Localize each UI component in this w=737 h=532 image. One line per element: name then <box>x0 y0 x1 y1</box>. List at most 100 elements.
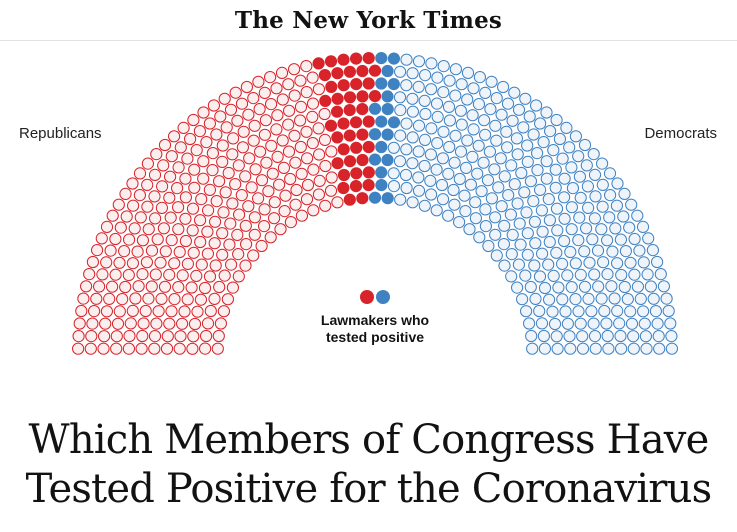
seat-democrat[interactable] <box>393 91 407 104</box>
seat-republican[interactable] <box>201 247 214 260</box>
seat-republican[interactable] <box>181 257 194 270</box>
seat-republican[interactable] <box>243 152 256 165</box>
seat-democrat[interactable] <box>515 166 528 180</box>
seat-democrat[interactable] <box>453 216 466 229</box>
seat-democrat-positive[interactable] <box>368 153 382 166</box>
seat-republican[interactable] <box>186 224 199 237</box>
seat-democrat[interactable] <box>628 268 641 281</box>
seat-democrat[interactable] <box>621 293 634 306</box>
seat-republican-positive[interactable] <box>331 157 344 170</box>
seat-democrat[interactable] <box>664 317 677 330</box>
seat-democrat[interactable] <box>565 281 578 294</box>
seat-democrat[interactable] <box>647 292 660 305</box>
seat-republican[interactable] <box>195 258 208 271</box>
seat-democrat[interactable] <box>418 159 431 173</box>
seat-democrat[interactable] <box>472 98 485 111</box>
seat-republican[interactable] <box>157 159 170 172</box>
seat-democrat[interactable] <box>586 233 599 246</box>
seat-republican[interactable] <box>90 292 103 305</box>
seat-democrat[interactable] <box>618 280 631 294</box>
seat-republican-positive[interactable] <box>350 52 363 65</box>
seat-democrat[interactable] <box>498 259 511 272</box>
seat-democrat[interactable] <box>508 86 521 99</box>
seat-republican[interactable] <box>306 71 319 84</box>
seat-democrat[interactable] <box>548 317 562 331</box>
seat-democrat[interactable] <box>614 329 627 343</box>
seat-republican[interactable] <box>216 248 229 261</box>
seat-republican[interactable] <box>194 235 207 249</box>
seat-democrat[interactable] <box>497 80 510 94</box>
seat-democrat[interactable] <box>512 258 526 271</box>
seat-republican[interactable] <box>219 186 232 199</box>
seat-republican[interactable] <box>307 163 320 176</box>
seat-republican[interactable] <box>109 232 122 246</box>
seat-democrat[interactable] <box>606 245 619 258</box>
seat-democrat[interactable] <box>642 232 655 245</box>
seat-democrat[interactable] <box>564 245 577 259</box>
seat-republican[interactable] <box>194 293 207 306</box>
seat-republican-positive[interactable] <box>337 168 351 182</box>
seat-republican[interactable] <box>306 97 320 110</box>
seat-republican[interactable] <box>294 140 307 154</box>
seat-democrat[interactable] <box>520 305 533 318</box>
seat-republican[interactable] <box>185 281 198 294</box>
seat-republican[interactable] <box>168 293 181 306</box>
seat-republican-positive[interactable] <box>350 78 363 91</box>
seat-republican[interactable] <box>301 178 315 192</box>
seat-democrat[interactable] <box>574 268 587 281</box>
seat-democrat[interactable] <box>634 292 647 305</box>
seat-democrat[interactable] <box>436 193 450 206</box>
seat-republican[interactable] <box>172 223 185 236</box>
seat-republican[interactable] <box>187 246 200 259</box>
seat-republican[interactable] <box>213 175 226 188</box>
seat-democrat-positive[interactable] <box>381 64 394 78</box>
seat-democrat[interactable] <box>483 145 496 158</box>
seat-republican[interactable] <box>249 163 262 176</box>
seat-republican-positive[interactable] <box>349 180 363 193</box>
seat-democrat[interactable] <box>475 185 488 198</box>
seat-democrat[interactable] <box>596 157 609 170</box>
seat-democrat[interactable] <box>595 292 608 305</box>
seat-republican[interactable] <box>114 221 127 234</box>
seat-democrat[interactable] <box>547 144 560 157</box>
seat-republican[interactable] <box>127 199 140 212</box>
seat-democrat[interactable] <box>505 248 518 261</box>
seat-democrat-positive[interactable] <box>375 77 388 90</box>
seat-democrat[interactable] <box>611 257 624 270</box>
seat-democrat[interactable] <box>449 129 462 142</box>
seat-democrat[interactable] <box>572 150 585 163</box>
seat-democrat[interactable] <box>540 172 553 185</box>
seat-republican[interactable] <box>100 220 114 233</box>
seat-democrat[interactable] <box>651 255 664 269</box>
seat-republican-positive[interactable] <box>343 65 356 78</box>
seat-republican[interactable] <box>97 342 110 355</box>
seat-democrat[interactable] <box>531 164 544 177</box>
seat-democrat[interactable] <box>461 66 475 79</box>
seat-democrat[interactable] <box>654 268 667 281</box>
seat-democrat-positive[interactable] <box>375 140 388 154</box>
seat-republican[interactable] <box>197 172 210 185</box>
seat-democrat[interactable] <box>578 138 592 152</box>
seat-republican[interactable] <box>221 293 234 306</box>
seat-democrat[interactable] <box>569 130 583 143</box>
seat-democrat[interactable] <box>588 168 602 181</box>
seat-democrat[interactable] <box>552 281 565 294</box>
seat-democrat[interactable] <box>406 196 419 209</box>
seat-republican[interactable] <box>289 156 302 169</box>
seat-republican[interactable] <box>179 191 192 204</box>
seat-republican[interactable] <box>295 209 308 222</box>
seat-democrat[interactable] <box>546 305 559 318</box>
seat-democrat[interactable] <box>639 330 653 343</box>
seat-republican[interactable] <box>197 155 210 168</box>
seat-republican[interactable] <box>150 148 163 161</box>
seat-republican[interactable] <box>227 132 240 145</box>
seat-democrat[interactable] <box>549 181 562 194</box>
seat-democrat[interactable] <box>418 199 431 212</box>
seat-democrat[interactable] <box>461 134 474 147</box>
seat-republican[interactable] <box>165 234 178 247</box>
seat-republican[interactable] <box>245 181 258 194</box>
seat-republican[interactable] <box>264 231 277 244</box>
seat-democrat-positive[interactable] <box>387 78 400 91</box>
seat-republican[interactable] <box>133 189 146 202</box>
seat-democrat[interactable] <box>431 71 444 84</box>
